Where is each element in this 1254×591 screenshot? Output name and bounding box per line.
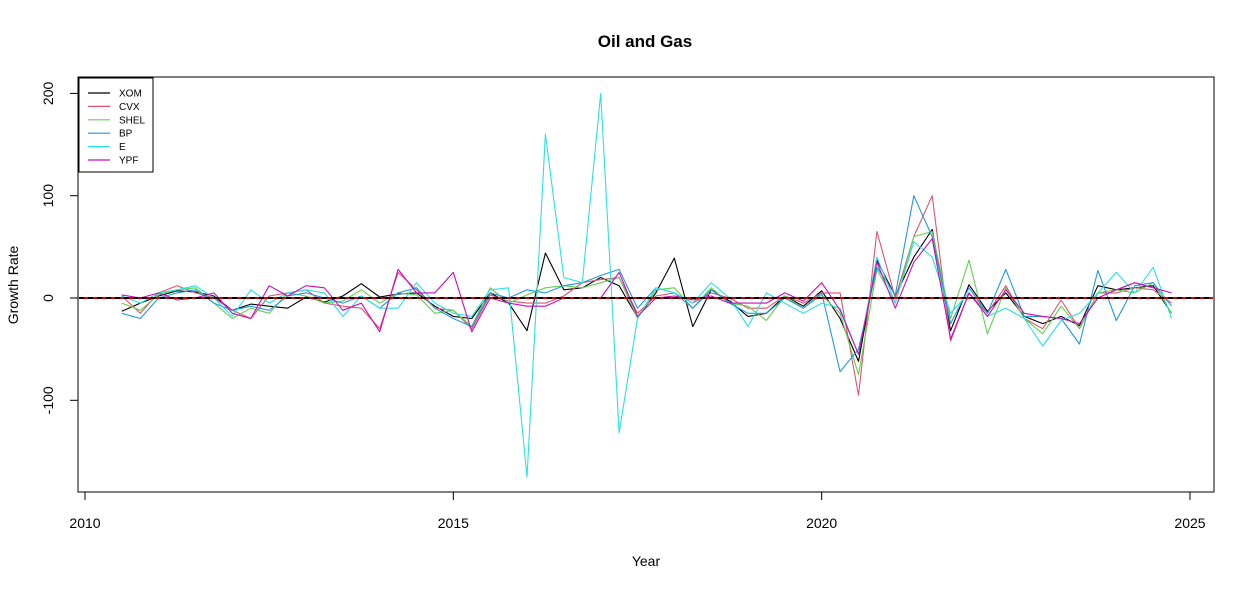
y-tick-label: 0 — [40, 294, 56, 302]
plot-frame — [77, 76, 1215, 493]
legend-label-xom: XOM — [119, 89, 142, 100]
y-tick-label: 100 — [40, 184, 56, 208]
series-line-xom — [121, 228, 1173, 362]
legend-label-cvx: CVX — [119, 102, 140, 113]
series-line-cvx — [121, 195, 1172, 396]
series-line-bp — [121, 195, 1173, 373]
series-lines — [121, 92, 1173, 478]
y-tick-label: 200 — [40, 82, 56, 106]
legend-label-shel: SHEL — [119, 115, 146, 126]
legend: XOM CVX SHEL BP E YPF — [78, 77, 154, 173]
x-tick-label: 2015 — [438, 515, 469, 531]
x-tick-label: 2010 — [69, 515, 100, 531]
legend-label-e: E — [119, 142, 126, 153]
x-tick-label: 2025 — [1174, 515, 1205, 531]
series-line-ypf — [121, 238, 1172, 355]
y-axis-title: Growth Rate — [5, 245, 21, 324]
x-axis-title: Year — [632, 553, 661, 569]
legend-label-ypf: YPF — [119, 156, 138, 167]
x-tick-label: 2020 — [806, 515, 837, 531]
y-tick-label: -100 — [40, 386, 56, 414]
x-axis: 2010 2015 2020 2025 — [69, 491, 1206, 531]
series-line-e — [121, 92, 1173, 478]
y-axis: -100 0 100 200 — [40, 82, 79, 414]
legend-box — [78, 77, 154, 173]
legend-label-bp: BP — [119, 129, 133, 140]
chart-title: Oil and Gas — [598, 32, 692, 51]
